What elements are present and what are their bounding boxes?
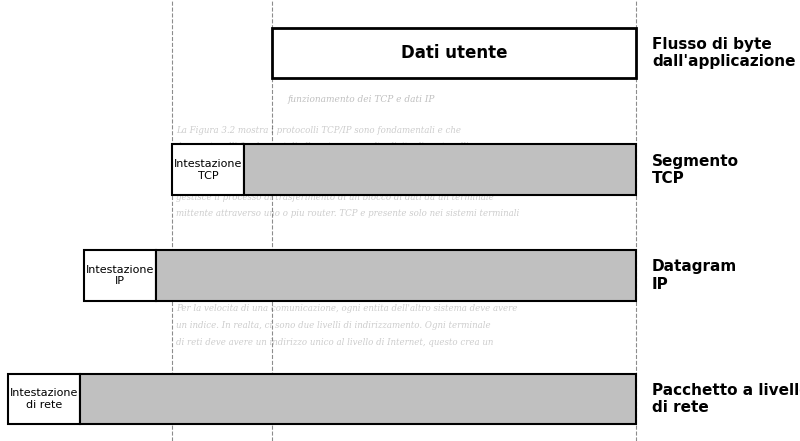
Bar [156,250,636,301]
Text: due protocolli fondamentali alla rete; una molteplicita di protocolli: due protocolli fondamentali alla rete; u… [176,142,469,151]
Text: Per la velocita di una comunicazione, ogni entita dell'altro sistema deve avere: Per la velocita di una comunicazione, og… [176,304,518,313]
Text: Pacchetto a livello
di rete: Pacchetto a livello di rete [652,383,800,415]
Bar [244,145,636,195]
Bar [8,374,80,424]
Text: Intestazione
TCP: Intestazione TCP [174,159,242,180]
Bar [172,145,244,195]
Text: un indice. In realta, ci sono due livelli di indirizzamento. Ogni terminale: un indice. In realta, ci sono due livell… [176,321,490,330]
Text: Intestazione
di rete: Intestazione di rete [10,389,78,410]
Text: funzionamento dei TCP e dati IP: funzionamento dei TCP e dati IP [288,95,435,104]
Text: qualsiasi rete. Ognuno di questi protocolli definisce il terminale: qualsiasi rete. Ognuno di questi protoco… [176,159,455,168]
Text: gestisce il processo di trasferimento di un blocco di dati da un terminale: gestisce il processo di trasferimento di… [176,193,494,202]
Bar [272,27,636,78]
Text: mittente attraverso uno o piu router. TCP e presente solo nei sistemi terminali: mittente attraverso uno o piu router. TC… [176,209,519,218]
Text: ad una altra rete, IP e presente in tutti i sistemi terminali e nei router. Esso: ad una altra rete, IP e presente in tutt… [176,176,506,185]
Text: di reti deve avere un indirizzo unico al livello di Internet, questo crea un: di reti deve avere un indirizzo unico al… [176,338,494,347]
Text: Flusso di byte
dall'applicazione: Flusso di byte dall'applicazione [652,37,795,69]
Bar [80,374,636,424]
Text: Dati utente: Dati utente [401,44,507,62]
Bar [84,250,156,301]
Text: Segmento
TCP: Segmento TCP [652,153,739,186]
Text: La Figura 3.2 mostra i protocolli TCP/IP sono fondamentali e che: La Figura 3.2 mostra i protocolli TCP/IP… [176,126,461,135]
Text: Datagram
IP: Datagram IP [652,259,738,292]
Text: Intestazione
IP: Intestazione IP [86,265,154,286]
